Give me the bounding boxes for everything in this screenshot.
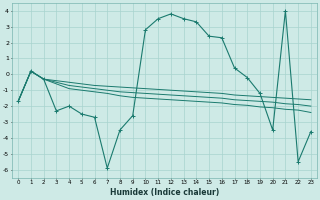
X-axis label: Humidex (Indice chaleur): Humidex (Indice chaleur) [110, 188, 219, 197]
